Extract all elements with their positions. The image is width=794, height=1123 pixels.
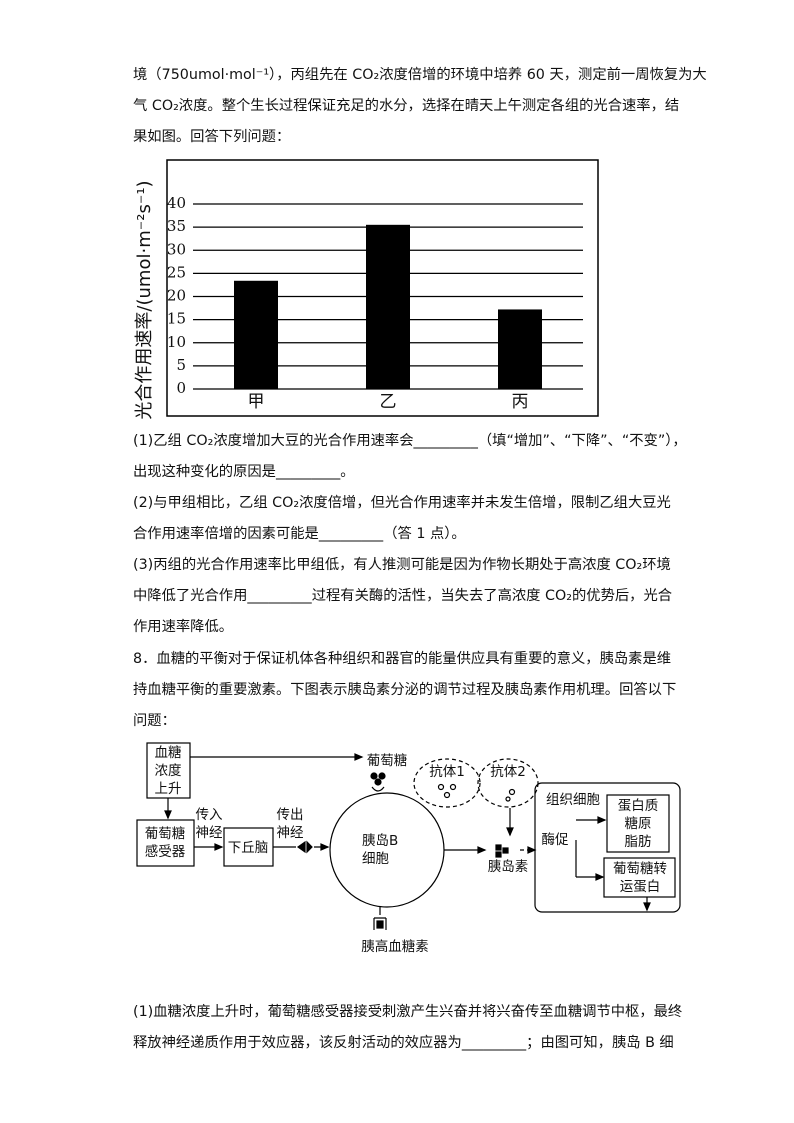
x-tick-label: 乙 bbox=[380, 392, 397, 412]
text-line: 合作用速率倍增的因素可能是_________（答 1 点）。 bbox=[133, 526, 466, 542]
receptor bbox=[371, 786, 385, 792]
text-line: (1)血糖浓度上升时，葡萄糖感受器接受刺激产生兴奋并将兴奋传至血糖调节中枢，最终 bbox=[133, 1004, 683, 1020]
diagram-label: 下丘脑 bbox=[228, 840, 269, 856]
antibody-mark bbox=[508, 788, 516, 796]
diagram-label: 糖原 bbox=[625, 816, 652, 832]
y-tick-label: 5 bbox=[176, 356, 186, 374]
diagram-label: 血糖 bbox=[155, 745, 182, 761]
box bbox=[603, 857, 676, 898]
diagram-label: 浓度 bbox=[155, 763, 182, 779]
tissue-cell bbox=[534, 782, 681, 913]
diagram-label: 传入 bbox=[196, 807, 223, 823]
diagram-label: 神经 bbox=[277, 825, 304, 841]
chart-frame bbox=[166, 159, 599, 417]
diagram-label: 运蛋白 bbox=[620, 879, 661, 895]
diagram-label: 胰岛B bbox=[362, 833, 398, 849]
glucose bbox=[370, 772, 378, 780]
insulin bbox=[495, 851, 502, 858]
y-tick-label: 0 bbox=[176, 379, 186, 397]
diagram-shapes bbox=[136, 742, 681, 930]
diagram-label: 神经 bbox=[196, 825, 223, 841]
text-line: 作用速率降低。 bbox=[133, 619, 234, 635]
diagram-label: 上升 bbox=[155, 781, 182, 797]
text-line: 释放神经递质作用于效应器，该反射活动的效应器为_________；由图可知，胰岛… bbox=[133, 1035, 674, 1051]
arrows bbox=[167, 756, 648, 915]
glucagon-receptor bbox=[373, 917, 387, 930]
cell bbox=[329, 792, 445, 908]
diagram-label: 细胞 bbox=[362, 851, 389, 867]
box bbox=[606, 794, 670, 853]
antibody-mark bbox=[449, 783, 457, 791]
diagram-label: 葡萄糖转 bbox=[613, 861, 667, 877]
y-tick-label: 30 bbox=[167, 240, 186, 258]
text-line: (2)与甲组相比，乙组 CO₂浓度倍增，但光合作用速率并未发生倍增，限制乙组大豆… bbox=[133, 495, 671, 511]
text-line: 果如图。回答下列问题： bbox=[133, 129, 291, 145]
diagram-label: 酶促 bbox=[542, 832, 570, 848]
glucose bbox=[374, 778, 382, 786]
text-line: 气 CO₂浓度。整个生长过程保证充足的水分，选择在晴天上午测定各组的光合速率，结 bbox=[133, 98, 680, 114]
y-axis-label: 光合作用速率/(umol·m⁻²s⁻¹) bbox=[134, 180, 155, 419]
diagram-label: 脂肪 bbox=[625, 834, 652, 850]
text-line: 出现这种变化的原因是_________。 bbox=[133, 464, 355, 480]
diagram-label: 传出 bbox=[277, 807, 304, 823]
diagram-label: 葡萄糖 bbox=[367, 753, 408, 769]
transmitter bbox=[296, 840, 313, 854]
text-line: 境（750umol·mol⁻¹），丙组先在 CO₂浓度倍增的环境中培养 60 天… bbox=[133, 67, 707, 83]
y-tick-label: 10 bbox=[167, 333, 186, 351]
text-line: 持血糖平衡的重要激素。下图表示胰岛素分泌的调节过程及胰岛素作用机理。回答以下 bbox=[133, 682, 677, 698]
y-tick-label: 25 bbox=[167, 263, 186, 281]
x-tick-label: 甲 bbox=[248, 392, 265, 412]
bar bbox=[234, 280, 278, 389]
text-line: 中降低了光合作用_________过程有关酶的活性，当失去了高浓度 CO₂的优势… bbox=[133, 588, 673, 604]
diagram-label: 抗体2 bbox=[490, 764, 526, 780]
antibody bbox=[413, 758, 481, 808]
insulin bbox=[502, 847, 509, 854]
text-line: (3)丙组的光合作用速率比甲组低，有人推测可能是因为作物长期处于高浓度 CO₂环… bbox=[133, 557, 671, 573]
antibody-mark bbox=[437, 783, 445, 791]
bar bbox=[498, 309, 542, 389]
x-tick-label: 丙 bbox=[512, 392, 529, 412]
arrowheads bbox=[164, 753, 651, 912]
text-line: (1)乙组 CO₂浓度增加大豆的光合作用速率会_________（填“增加”、“… bbox=[133, 433, 687, 449]
diagram-label: 感受器 bbox=[145, 843, 186, 860]
diagram-label: 胰岛素 bbox=[488, 859, 529, 875]
y-tick-label: 20 bbox=[167, 287, 186, 305]
antibody-mark bbox=[443, 791, 451, 799]
antibody-mark bbox=[505, 796, 511, 802]
diagram-label: 组织细胞 bbox=[546, 792, 600, 808]
y-tick-label: 35 bbox=[167, 217, 186, 235]
y-tick-label: 40 bbox=[167, 194, 186, 212]
bar bbox=[366, 224, 410, 389]
antibody bbox=[477, 758, 539, 808]
text-line: 8．血糖的平衡对于保证机体各种组织和器官的能量供应具有重要的意义，胰岛素是维 bbox=[133, 651, 672, 667]
diagram-label: 葡萄糖 bbox=[145, 826, 186, 842]
y-tick-label: 15 bbox=[167, 310, 186, 328]
box bbox=[136, 819, 195, 867]
insulin bbox=[495, 844, 502, 851]
text-line: 问题： bbox=[133, 713, 176, 729]
diagram-label: 胰高血糖素 bbox=[361, 938, 429, 955]
glucose bbox=[378, 772, 386, 780]
diagram-label: 蛋白质 bbox=[618, 798, 659, 814]
glucagon bbox=[376, 920, 384, 929]
diagram-label: 抗体1 bbox=[429, 764, 465, 780]
